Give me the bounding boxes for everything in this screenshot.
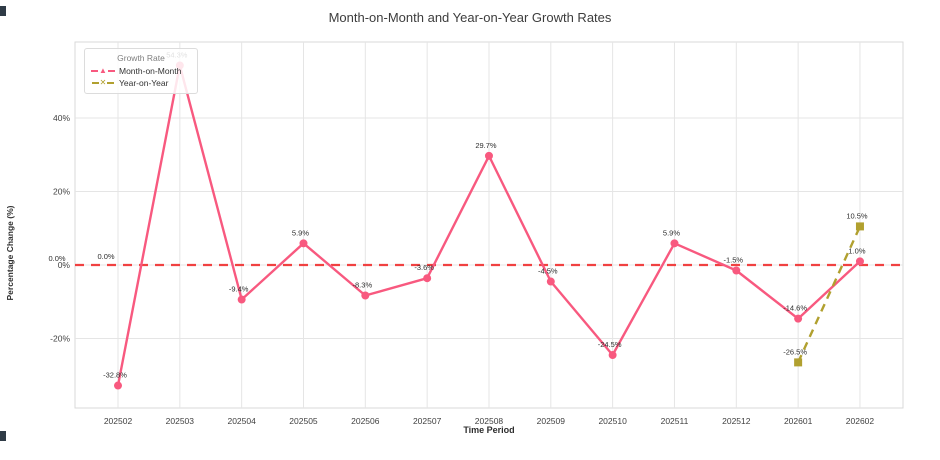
screen-edge-artifact (0, 6, 6, 16)
y-axis-title: Percentage Change (%) (5, 205, 15, 301)
data-point-marker-month-on-month (608, 351, 617, 360)
data-point-marker-month-on-month (732, 266, 741, 275)
data-point-label: -14.6% (783, 304, 807, 313)
x-tick-label: 202512 (722, 416, 751, 426)
data-point-marker-month-on-month (546, 277, 555, 286)
legend-item-label: Month-on-Month (119, 66, 182, 76)
data-point-marker-month-on-month (299, 239, 308, 248)
x-tick-label: 202503 (166, 416, 195, 426)
x-tick-label: 202511 (661, 416, 689, 426)
data-point-label: 29.7% (475, 141, 497, 150)
data-point-label: 10.5% (846, 211, 868, 220)
x-tick-label: 202602 (846, 416, 875, 426)
data-point-label: -8.3% (353, 281, 373, 290)
screen-edge-artifact (0, 431, 6, 441)
data-point-label: -9.4% (229, 285, 249, 294)
data-point-label: -24.5% (598, 340, 622, 349)
series-line-year-on-year (797, 225, 862, 363)
data-point-marker-year-on-year (855, 222, 864, 231)
data-point-marker-month-on-month (670, 239, 679, 248)
data-point-marker-year-on-year (794, 358, 803, 367)
data-point-label: -3.6% (414, 263, 434, 272)
data-point-marker-month-on-month (114, 381, 122, 390)
zero-line-label: 0.0% (97, 252, 114, 261)
x-tick-label: 202507 (413, 416, 442, 426)
x-tick-label: 202505 (289, 416, 318, 426)
legend-title: Growth Rate (117, 53, 165, 63)
x-tick-label: 202601 (784, 416, 813, 426)
legend: Growth Rate ▲ Month-on-Month ✕ Year-on-Y… (84, 48, 198, 94)
data-point-label: -26.5% (783, 347, 807, 356)
y-tick-label: 40% (53, 113, 70, 123)
data-point-marker-month-on-month (423, 274, 432, 283)
chart-title: Month-on-Month and Year-on-Year Growth R… (328, 10, 612, 25)
zero-line-label: 0.0% (48, 254, 65, 263)
x-tick-label: 202510 (598, 416, 627, 426)
data-point-marker-month-on-month (855, 257, 864, 266)
x-tick-label: 202509 (537, 416, 566, 426)
legend-item-year-on-year[interactable]: ✕ Year-on-Year (91, 78, 191, 88)
x-tick-label: 202504 (227, 416, 256, 426)
data-point-marker-month-on-month (237, 295, 246, 304)
y-tick-label: 20% (53, 187, 70, 197)
data-point-marker-month-on-month (794, 314, 803, 323)
data-point-label: 5.9% (292, 228, 309, 237)
data-point-label: -4.5% (538, 267, 558, 276)
data-point-marker-month-on-month (484, 151, 493, 160)
legend-item-month-on-month[interactable]: ▲ Month-on-Month (91, 66, 191, 76)
x-tick-label: 202506 (351, 416, 380, 426)
data-point-label: -32.8% (103, 371, 127, 380)
x-tick-label: 202508 (475, 416, 504, 426)
x-tick-label: 202502 (104, 416, 133, 426)
data-point-marker-month-on-month (361, 291, 370, 300)
month-on-month-line-triangle-icon: ▲ (91, 67, 115, 75)
x-axis-title: Time Period (463, 425, 515, 435)
data-point-label: 1.0% (848, 246, 865, 255)
y-tick-label: 0% (58, 260, 71, 270)
legend-item-label: Year-on-Year (119, 78, 169, 88)
data-point-label: -1.5% (724, 256, 744, 265)
y-tick-label: -20% (50, 334, 70, 344)
data-point-label: 5.9% (663, 228, 680, 237)
year-on-year-line-x-icon: ✕ (91, 79, 115, 87)
